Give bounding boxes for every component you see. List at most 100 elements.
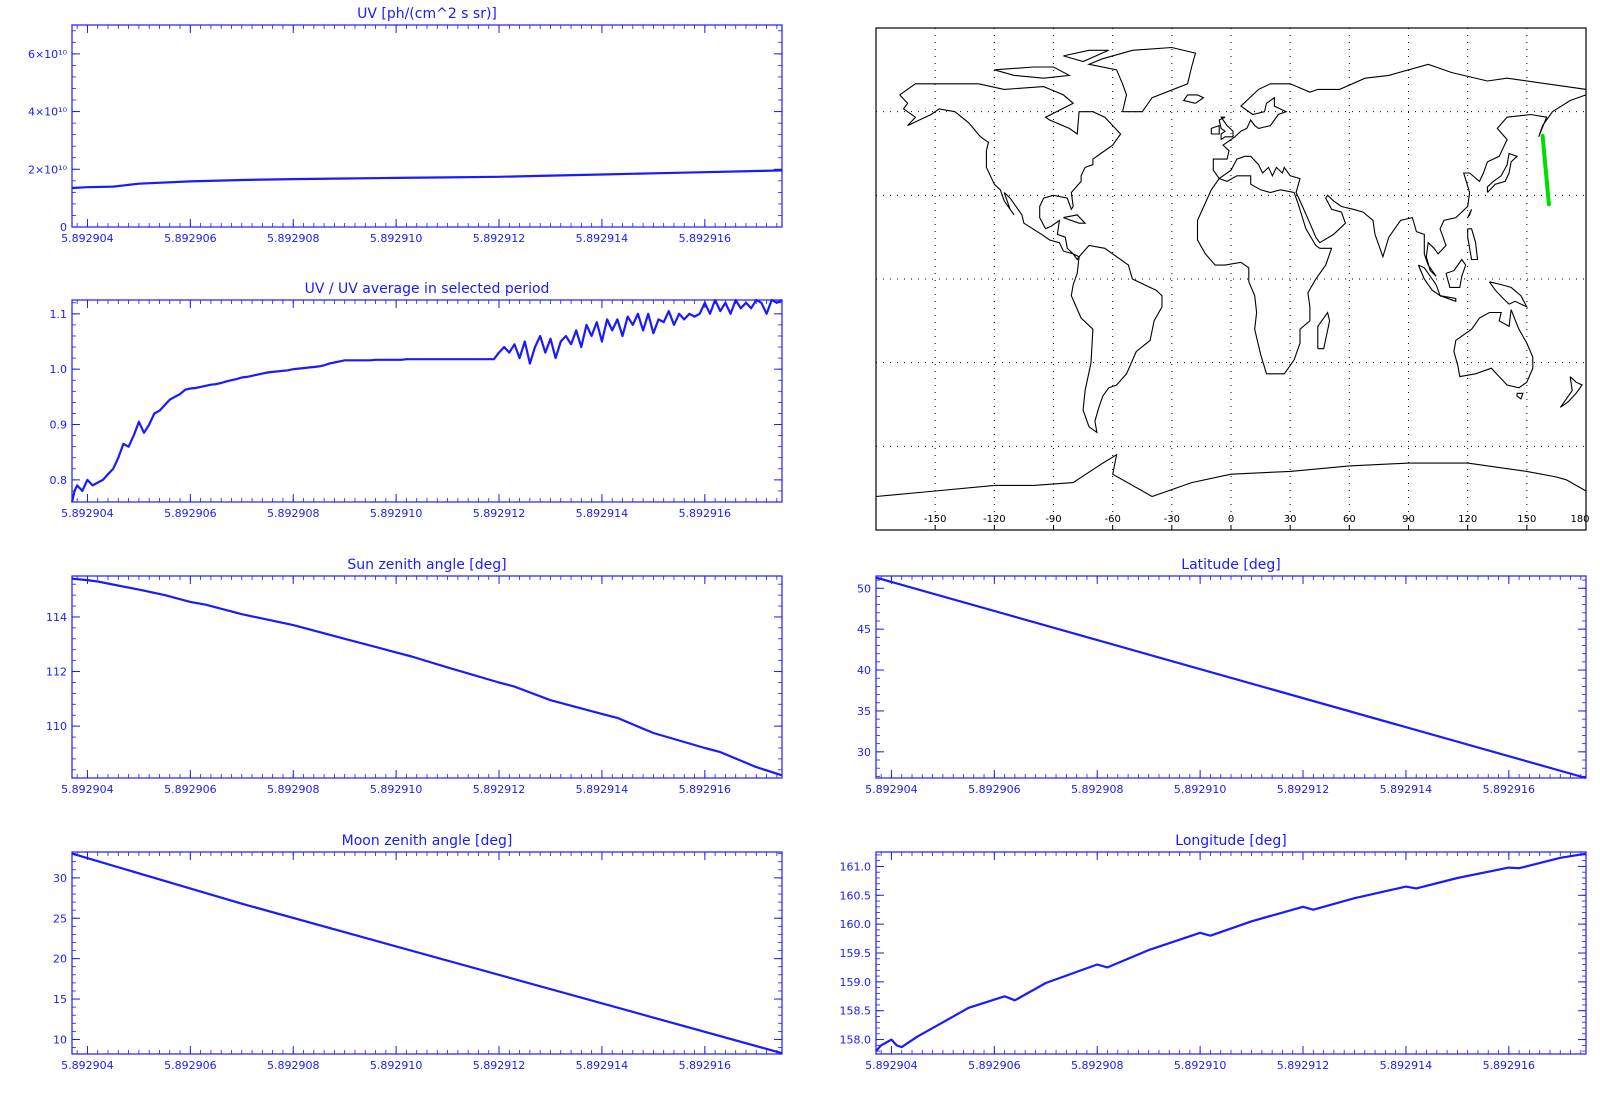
lon-tick-label: 60 — [1343, 514, 1356, 525]
y-tick-label: 50 — [857, 582, 871, 595]
y-tick-label: 160.5 — [840, 889, 872, 902]
x-tick-label: 5.892908 — [1071, 783, 1124, 796]
x-tick-label: 5.892904 — [61, 507, 114, 520]
y-tick-label: 0.8 — [50, 474, 68, 487]
y-tick-label: 2×10¹⁰ — [28, 163, 68, 176]
sun_zenith-chart: Sun zenith angle [deg] 5.892904 5.892906 5.… — [46, 557, 783, 796]
uv-chart: UV [ph/(cm^2 s sr)] 5.892904 5.892906 5.892… — [28, 6, 783, 245]
x-tick-label: 5.892908 — [267, 1059, 320, 1072]
lon-tick-label: 0 — [1228, 514, 1234, 525]
latitude-chart: Latitude [deg] 5.892904 5.892906 5.892908 5.… — [857, 557, 1587, 796]
x-tick-label: 5.892912 — [473, 507, 526, 520]
y-tick-label: 161.0 — [840, 860, 872, 873]
sun_zenith-series-line — [71, 577, 783, 777]
line-charts: UV [ph/(cm^2 s sr)] 5.892904 5.892906 5.892… — [28, 6, 1587, 1072]
chart-title: Sun zenith angle [deg] — [347, 557, 506, 573]
lon-tick-label: -150 — [924, 514, 947, 525]
x-tick-label: 5.892914 — [576, 1059, 629, 1072]
coastline — [1218, 116, 1234, 141]
moon_zenith-series-line — [71, 852, 783, 1055]
y-tick-label: 158.5 — [840, 1005, 872, 1018]
x-tick-label: 5.892916 — [1483, 1059, 1536, 1072]
x-tick-label: 5.892914 — [1380, 1059, 1433, 1072]
map-frame — [875, 27, 1587, 531]
y-tick-label: 114 — [46, 611, 67, 624]
coastline — [1467, 228, 1479, 261]
y-tick-label: 112 — [46, 666, 67, 679]
x-tick-label: 5.892914 — [576, 507, 629, 520]
x-tick-label: 5.892904 — [61, 1059, 114, 1072]
lon-tick-label: 180 — [1570, 514, 1589, 525]
y-tick-label: 30 — [857, 746, 871, 759]
x-tick-label: 5.892908 — [267, 783, 320, 796]
y-tick-label: 110 — [46, 720, 67, 733]
lon-tick-label: -60 — [1104, 514, 1120, 525]
y-tick-label: 0.9 — [50, 419, 68, 432]
y-tick-label: 4×10¹⁰ — [28, 106, 68, 119]
coastline — [1467, 209, 1473, 218]
x-tick-label: 5.892904 — [865, 783, 918, 796]
y-tick-label: 30 — [53, 872, 67, 885]
x-tick-label: 5.892906 — [164, 232, 217, 245]
x-tick-label: 5.892914 — [1380, 783, 1433, 796]
x-tick-label: 5.892912 — [1277, 1059, 1330, 1072]
y-tick-label: 25 — [53, 912, 67, 925]
x-tick-label: 5.892910 — [370, 232, 423, 245]
y-tick-label: 159.5 — [840, 947, 872, 960]
x-tick-label: 5.892916 — [679, 507, 732, 520]
chart-title: Longitude [deg] — [1175, 833, 1286, 849]
ground-track — [1540, 133, 1551, 207]
coastline — [1212, 63, 1587, 277]
longitude-series-line — [875, 852, 1587, 1052]
x-tick-label: 5.892912 — [473, 232, 526, 245]
chart-title: Latitude [deg] — [1181, 557, 1280, 573]
y-tick-label: 6×10¹⁰ — [28, 48, 68, 61]
y-tick-label: 1.1 — [50, 308, 68, 321]
y-tick-label: 10 — [53, 1033, 67, 1046]
world-map: -150 -120 -90 -60 -30 0 30 60 90 120 150 180 — [875, 27, 1590, 531]
lon-tick-label: -90 — [1045, 514, 1061, 525]
coastline — [1445, 258, 1467, 288]
y-tick-label: 1.0 — [50, 363, 68, 376]
lon-tick-label: 90 — [1402, 514, 1415, 525]
y-tick-label: 35 — [857, 705, 871, 718]
plot-frame — [875, 851, 1587, 1055]
x-tick-label: 5.892906 — [968, 1059, 1021, 1072]
coastline — [1488, 281, 1529, 309]
longitude-chart: Longitude [deg] 5.892904 5.892906 5.892908 5… — [840, 833, 1587, 1072]
coastline — [1087, 46, 1197, 113]
x-tick-label: 5.892904 — [865, 1059, 918, 1072]
x-tick-label: 5.892910 — [1174, 783, 1227, 796]
x-tick-label: 5.892908 — [267, 507, 320, 520]
x-tick-label: 5.892912 — [473, 1059, 526, 1072]
y-tick-label: 160.0 — [840, 918, 872, 931]
y-tick-label: 45 — [857, 623, 871, 636]
x-tick-label: 5.892910 — [370, 783, 423, 796]
y-tick-label: 40 — [857, 664, 871, 677]
coastline — [1317, 311, 1331, 350]
coastline — [1063, 49, 1109, 63]
x-tick-label: 5.892916 — [679, 783, 732, 796]
x-tick-label: 5.892910 — [1174, 1059, 1227, 1072]
x-tick-label: 5.892912 — [473, 783, 526, 796]
latitude-series-line — [875, 576, 1587, 780]
chart-title: UV / UV average in selected period — [305, 281, 550, 297]
plot-frame — [71, 24, 783, 228]
x-tick-label: 5.892916 — [679, 1059, 732, 1072]
lon-tick-label: -30 — [1164, 514, 1180, 525]
coastline — [994, 66, 1072, 79]
coastline — [1516, 392, 1524, 400]
lon-tick-label: 120 — [1458, 514, 1477, 525]
x-tick-label: 5.892908 — [267, 232, 320, 245]
coastline — [899, 83, 1122, 261]
lon-tick-label: -120 — [983, 514, 1006, 525]
coastline — [1559, 376, 1583, 408]
y-tick-label: 15 — [53, 993, 67, 1006]
uv_ratio-chart: UV / UV average in selected period 5.8929… — [50, 281, 783, 520]
x-tick-label: 5.892912 — [1277, 783, 1330, 796]
y-tick-label: 20 — [53, 953, 67, 966]
x-tick-label: 5.892908 — [1071, 1059, 1124, 1072]
x-tick-label: 5.892904 — [61, 783, 114, 796]
uv-series-line — [71, 169, 783, 190]
